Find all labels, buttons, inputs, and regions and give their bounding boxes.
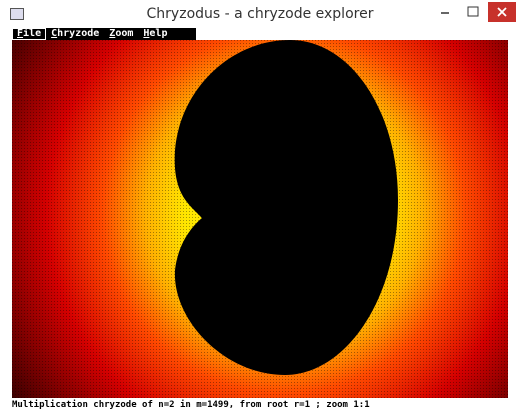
status-bar: Multiplication chryzode of n=2 in m=1499…	[12, 398, 508, 412]
menu-item[interactable]: File	[12, 28, 46, 40]
menu-item[interactable]: Zoom	[104, 28, 138, 40]
app-window: Chryzodus - a chryzode explorer FileChry…	[0, 0, 520, 414]
chryzode-view	[12, 40, 508, 398]
close-button[interactable]	[488, 2, 516, 22]
maximize-button[interactable]	[460, 2, 486, 22]
menu-item[interactable]: Help	[138, 28, 172, 40]
minimize-button[interactable]	[432, 2, 458, 22]
title-bar: Chryzodus - a chryzode explorer	[0, 0, 520, 28]
menu-item[interactable]: Chryzode	[46, 28, 104, 40]
